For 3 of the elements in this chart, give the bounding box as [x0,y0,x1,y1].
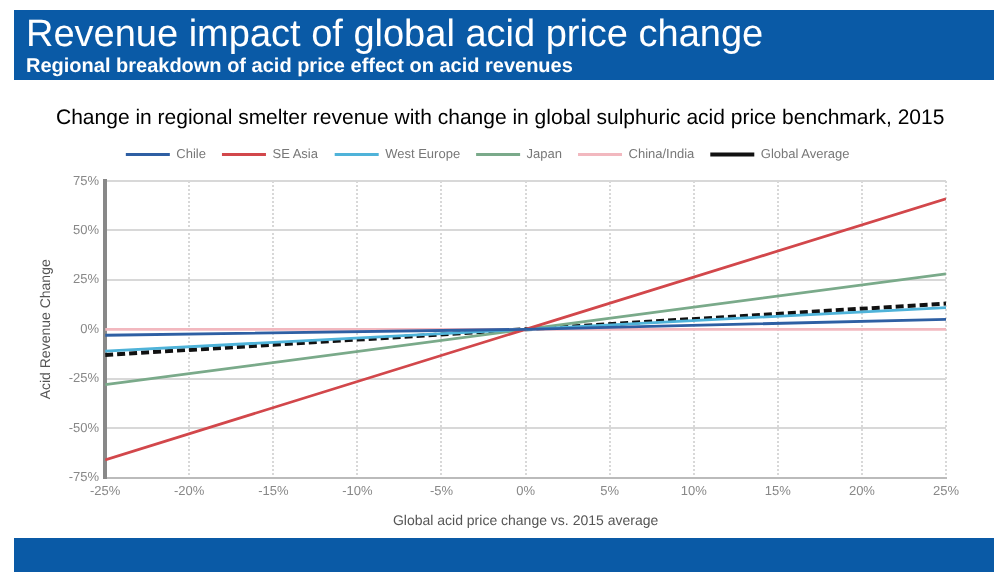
chart-subtitle: Regional breakdown of acid price effect on acid revenues [26,56,573,78]
chart-title: Revenue impact of global acid price change [26,14,764,57]
text: Change in regional smelter revenue with change in global sulphuric acid price benchmark, 2015 [56,106,945,130]
